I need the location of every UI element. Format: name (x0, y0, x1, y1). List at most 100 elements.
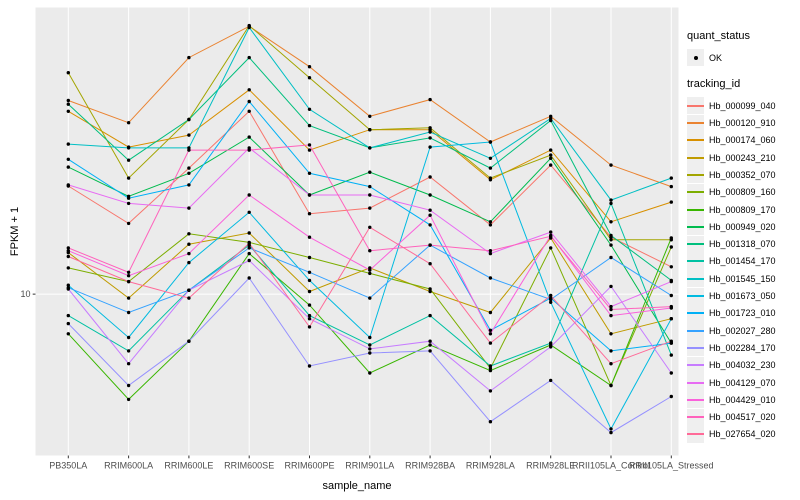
data-point (187, 260, 191, 265)
legend-key (687, 149, 704, 167)
legend-label: Hb_002027_280 (709, 325, 776, 336)
data-point (549, 293, 553, 298)
data-point (428, 289, 432, 294)
data-point (488, 220, 493, 224)
legend-key (687, 408, 704, 426)
data-point (126, 121, 131, 125)
legend-item-Hb_001673_050: Hb_001673_050 (687, 287, 799, 305)
x-tick-label: RRIM901LA (345, 461, 394, 471)
data-point (247, 276, 251, 280)
data-point (187, 55, 191, 60)
line-key-icon (687, 416, 704, 419)
data-point (368, 343, 372, 347)
x-tick-label: RRIM928LA (466, 461, 515, 471)
legend-label: Hb_002284_170 (709, 342, 776, 353)
data-point (307, 278, 312, 283)
legend-key (687, 356, 704, 374)
data-point (368, 268, 372, 272)
data-point (428, 97, 432, 102)
data-point (488, 420, 493, 424)
data-point (126, 310, 131, 315)
data-point (428, 343, 432, 347)
data-point (368, 371, 372, 375)
data-point (247, 99, 251, 104)
data-point (609, 313, 613, 318)
legend-tracking-id-items: Hb_000099_040 Hb_000120_910 Hb_000174_060 H… (687, 97, 799, 443)
data-point (247, 193, 251, 197)
x-tick-label: RRIM600LA (104, 461, 153, 471)
legend-item-Hb_001545_150: Hb_001545_150 (687, 270, 799, 288)
data-point (669, 184, 673, 189)
data-point (66, 109, 71, 114)
data-point (307, 123, 312, 128)
legend-item-Hb_027654_020: Hb_027654_020 (687, 425, 799, 443)
data-point (368, 271, 372, 276)
data-point (187, 242, 191, 246)
data-point (66, 321, 71, 326)
data-point (488, 341, 493, 345)
legend-label: Hb_001318_070 (709, 239, 776, 250)
data-point (609, 383, 613, 388)
data-point (187, 251, 191, 256)
data-point (549, 378, 553, 383)
data-point (549, 153, 553, 157)
x-tick-label: RRIM600PE (284, 461, 334, 471)
data-point (609, 220, 613, 224)
data-point (307, 143, 312, 147)
x-tick-label: PB350LA (49, 461, 87, 471)
data-point (66, 98, 71, 103)
panel-background (35, 7, 679, 456)
data-point (247, 109, 251, 114)
data-point (609, 238, 613, 242)
data-point (66, 332, 71, 336)
data-point (247, 251, 251, 256)
line-key-icon (687, 312, 704, 315)
data-point (669, 317, 673, 321)
legend-label: Hb_000809_160 (709, 187, 776, 198)
data-point (488, 166, 493, 170)
data-point (307, 364, 312, 368)
data-point (488, 156, 493, 160)
data-point (368, 347, 372, 351)
plot-panel (35, 7, 679, 456)
data-point (549, 163, 553, 167)
data-point (609, 332, 613, 336)
data-point (609, 284, 613, 289)
data-point (428, 243, 432, 247)
legend-label: Hb_004032_230 (709, 360, 776, 371)
line-key-icon (687, 243, 704, 246)
data-point (609, 255, 613, 260)
legend-key (687, 425, 704, 443)
legend-item-Hb_001318_070: Hb_001318_070 (687, 235, 799, 253)
data-point (247, 135, 251, 139)
line-key-icon (687, 104, 704, 107)
data-point (428, 339, 432, 343)
legend-label: Hb_000174_060 (709, 135, 776, 146)
legend-item-Hb_000352_070: Hb_000352_070 (687, 166, 799, 184)
point-key-icon (693, 55, 698, 60)
data-point (126, 335, 131, 340)
legend-item-Hb_000120_910: Hb_000120_910 (687, 114, 799, 132)
legend-key (687, 287, 704, 305)
data-point (307, 289, 312, 294)
data-point (187, 183, 191, 187)
line-key-icon (687, 191, 704, 194)
data-point (126, 296, 131, 300)
data-point (307, 313, 312, 318)
data-point (669, 293, 673, 298)
data-point (549, 345, 553, 349)
data-point (428, 349, 432, 353)
legend-label: Hb_001545_150 (709, 273, 776, 284)
line-key-icon (687, 329, 704, 332)
data-point (488, 276, 493, 280)
legend-key (687, 49, 704, 66)
data-point (609, 362, 613, 366)
legend-item-Hb_000949_020: Hb_000949_020 (687, 218, 799, 236)
legend-key (687, 252, 704, 270)
data-point (126, 279, 131, 284)
line-key-icon (687, 381, 704, 384)
data-point (549, 300, 553, 304)
legend-label: Hb_027654_020 (709, 429, 776, 440)
data-point (669, 236, 673, 240)
data-point (307, 317, 312, 321)
